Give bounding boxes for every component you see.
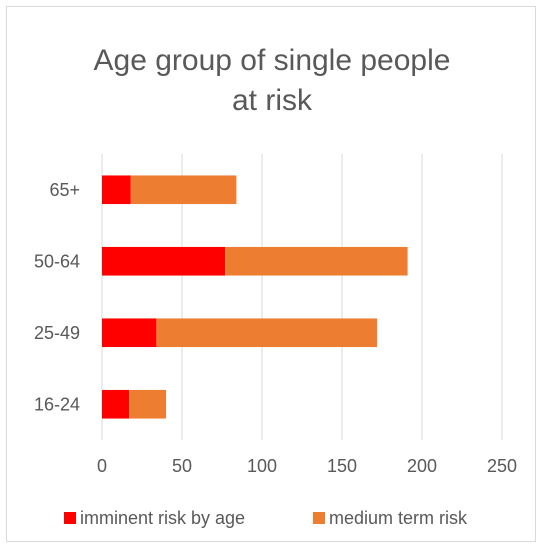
category-label: 25-49 bbox=[34, 323, 80, 343]
x-tick-label: 200 bbox=[407, 456, 437, 476]
category-label: 50-64 bbox=[34, 251, 80, 271]
legend-swatch-medium bbox=[313, 512, 325, 524]
x-tick-label: 150 bbox=[327, 456, 357, 476]
chart-title-line-1: Age group of single people bbox=[94, 44, 451, 77]
x-tick-label: 250 bbox=[487, 456, 517, 476]
category-label: 16-24 bbox=[34, 394, 80, 414]
x-tick-label: 0 bbox=[97, 456, 107, 476]
category-labels: 65+ 50-64 25-49 16-24 bbox=[34, 180, 80, 415]
bars bbox=[102, 175, 408, 419]
bar-imminent-risk bbox=[102, 175, 131, 205]
bar-medium-term-risk bbox=[130, 175, 237, 205]
x-tick-label: 50 bbox=[172, 456, 192, 476]
bar-medium-term-risk bbox=[225, 246, 408, 276]
chart-title-line-2: at risk bbox=[232, 84, 313, 117]
x-tick-label: 100 bbox=[247, 456, 277, 476]
category-label: 65+ bbox=[49, 180, 80, 200]
x-axis-tick-labels: 0 50 100 150 200 250 bbox=[97, 456, 517, 476]
legend-label-medium: medium term risk bbox=[329, 508, 468, 528]
legend-label-imminent: imminent risk by age bbox=[80, 508, 245, 528]
bar-medium-term-risk bbox=[156, 318, 378, 348]
bar-imminent-risk bbox=[102, 246, 226, 276]
legend: imminent risk by age medium term risk bbox=[64, 508, 468, 528]
bar-medium-term-risk bbox=[129, 389, 166, 419]
bar-imminent-risk bbox=[102, 318, 157, 348]
legend-swatch-imminent bbox=[64, 512, 76, 524]
bar-imminent-risk bbox=[102, 389, 130, 419]
